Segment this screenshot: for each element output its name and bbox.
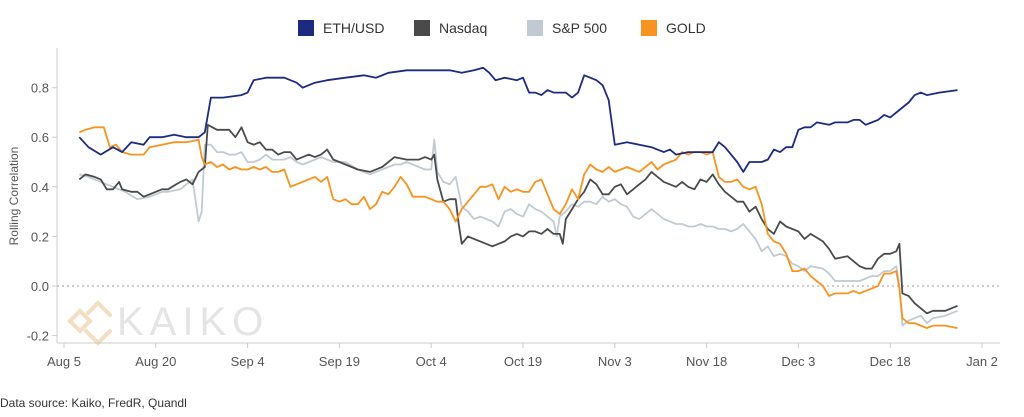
y-axis-label: Rolling Correlation — [7, 147, 21, 246]
series-line-s-p-500 — [79, 138, 958, 327]
x-tick-label: Aug 20 — [135, 354, 176, 369]
x-tick-label: Dec 3 — [781, 354, 815, 369]
y-tick-label: 0.0 — [31, 279, 49, 294]
y-tick-label: 0.4 — [31, 180, 49, 195]
series-line-gold — [78, 126, 958, 329]
y-tick-label: 0.6 — [31, 130, 49, 145]
legend-label-gold: GOLD — [666, 20, 706, 36]
series-line-nasdaq — [78, 123, 958, 315]
y-tick-label: 0.8 — [31, 81, 49, 96]
chart: ETH/USD Nasdaq S&P 500 GOLD KAIKO 0.8 0.6 0.4… — [7, 20, 1000, 369]
legend: ETH/USD Nasdaq S&P 500 GOLD — [298, 20, 706, 36]
kaiko-logo-icon — [67, 300, 112, 346]
legend-swatch-gold — [641, 20, 657, 36]
legend-label-eth-usd: ETH/USD — [323, 20, 384, 36]
legend-swatch-eth-usd — [298, 20, 314, 36]
x-tick-label: Sep 4 — [231, 354, 265, 369]
x-tick-label: Aug 5 — [47, 354, 81, 369]
y-axis: 0.8 0.6 0.4 0.2 0.0 -0.2 — [27, 81, 57, 344]
legend-swatch-s-p-500 — [527, 20, 543, 36]
x-tick-label: Oct 4 — [416, 354, 447, 369]
y-tick-label: 0.2 — [31, 229, 49, 244]
x-tick-label: Nov 3 — [598, 354, 632, 369]
plot-frame — [56, 48, 1000, 344]
x-tick-label: Sep 19 — [319, 354, 360, 369]
watermark: KAIKO — [67, 300, 269, 346]
series-line-eth-usd — [78, 66, 958, 173]
legend-label-s-p-500: S&P 500 — [552, 20, 607, 36]
x-axis: Aug 5 Aug 20 Sep 4 Sep 19 Oct 4 Oct 19 Nov 3 No… — [47, 343, 998, 369]
y-tick-label: -0.2 — [27, 329, 49, 344]
series-lines — [78, 66, 958, 329]
x-tick-label: Nov 18 — [686, 354, 727, 369]
legend-label-nasdaq: Nasdaq — [439, 20, 487, 36]
x-tick-label: Oct 19 — [504, 354, 542, 369]
watermark-text: KAIKO — [117, 300, 269, 344]
x-tick-label: Jan 2 — [966, 354, 998, 369]
x-tick-label: Dec 18 — [870, 354, 911, 369]
data-source-note: Data source: Kaiko, FredR, Quandl — [0, 396, 187, 410]
legend-swatch-nasdaq — [414, 20, 430, 36]
